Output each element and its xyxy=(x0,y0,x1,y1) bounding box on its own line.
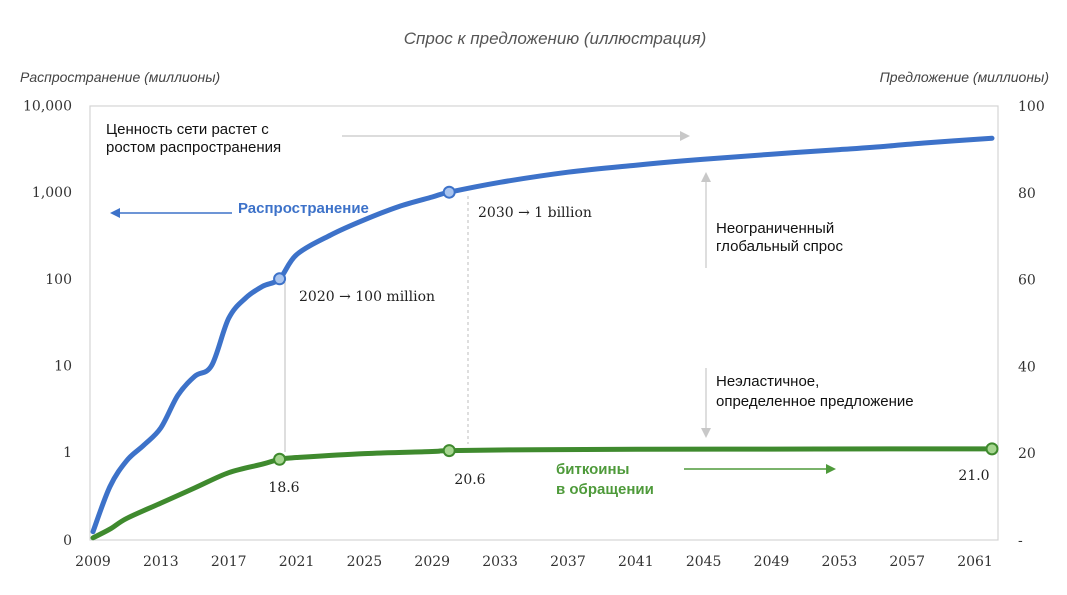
x-tick-label: 2033 xyxy=(482,554,518,570)
x-tick-label: 2041 xyxy=(618,554,654,570)
data-label-21-0: 21.0 xyxy=(958,468,989,484)
y-left-tick-label: 1 xyxy=(63,445,72,461)
x-tick-label: 2009 xyxy=(75,554,111,570)
x-tick-label: 2021 xyxy=(279,554,315,570)
annotation-demand-1: Неограниченный xyxy=(716,220,834,237)
annotation-2020: 2020 → 100 million xyxy=(299,289,435,305)
supply-arrow xyxy=(684,464,836,474)
y-right-axis-title: Предложение (миллионы) xyxy=(880,69,1049,85)
x-tick-label: 2049 xyxy=(754,554,790,570)
y-left-tick-label: 1,000 xyxy=(32,185,72,201)
annotation-demand-2: глобальный спрос xyxy=(716,238,843,255)
series-line-adoption xyxy=(90,135,995,535)
x-tick-label: 2061 xyxy=(957,554,993,570)
y-left-tick-label: 100 xyxy=(45,272,72,288)
x-tick-label: 2017 xyxy=(211,554,247,570)
adoption-arrow xyxy=(110,208,232,218)
y-right-tick-label: 80 xyxy=(1018,186,1036,202)
x-tick-label: 2013 xyxy=(143,554,179,570)
y-right-tick-label: 20 xyxy=(1018,446,1036,462)
data-point-marker xyxy=(985,442,999,456)
chart-title: Спрос к предложению (иллюстрация) xyxy=(404,29,707,48)
annotation-supply-1: Неэластичное, xyxy=(716,373,819,390)
y-left-tick-label: 0 xyxy=(63,533,72,549)
y-left-tick-label: 10 xyxy=(54,358,72,374)
annotation-network-value-2: ростом распространения xyxy=(106,139,281,156)
plot-frame xyxy=(89,105,999,541)
markers xyxy=(273,185,999,466)
y-right-tick-label: 100 xyxy=(1018,99,1045,115)
label-supply-2: в обращении xyxy=(556,481,654,498)
demand-arrow-head xyxy=(701,172,711,182)
x-tick-label: 2057 xyxy=(889,554,925,570)
x-tick-label: 2037 xyxy=(550,554,586,570)
x-tick-label: 2053 xyxy=(822,554,858,570)
label-supply-1: биткоины xyxy=(556,461,629,478)
x-ticks: 2009 2013 2017 2021 2025 2029 2033 2037 2041 2045… xyxy=(75,554,993,570)
y-right-tick-label: - xyxy=(1018,533,1023,549)
x-tick-label: 2045 xyxy=(686,554,722,570)
y-left-axis-title: Распространение (миллионы) xyxy=(20,69,220,85)
x-tick-label: 2029 xyxy=(414,554,450,570)
annotation-supply-2: определенное предложение xyxy=(716,393,914,410)
annotation-2030: 2030 → 1 billion xyxy=(478,205,592,221)
network-arrow-head xyxy=(680,131,690,141)
x-tick-label: 2025 xyxy=(347,554,383,570)
y-left-tick-label: 10,000 xyxy=(23,99,72,115)
guide-lines xyxy=(284,131,711,452)
data-point-marker xyxy=(442,444,456,458)
data-label-20-6: 20.6 xyxy=(454,472,485,488)
y-right-tick-label: 40 xyxy=(1018,359,1036,375)
data-point-marker xyxy=(273,452,287,466)
series-line-supply xyxy=(90,446,995,541)
supply-arrow-head xyxy=(701,428,711,438)
annotation-network-value-1: Ценность сети растет с xyxy=(106,121,269,138)
label-adoption: Распространение xyxy=(238,200,369,217)
data-point-marker xyxy=(442,185,456,199)
y-right-ticks: 100 80 60 40 20 - xyxy=(1018,99,1045,549)
y-right-tick-label: 60 xyxy=(1018,273,1036,289)
data-label-18-6: 18.6 xyxy=(268,480,299,496)
data-point-marker xyxy=(273,272,287,286)
